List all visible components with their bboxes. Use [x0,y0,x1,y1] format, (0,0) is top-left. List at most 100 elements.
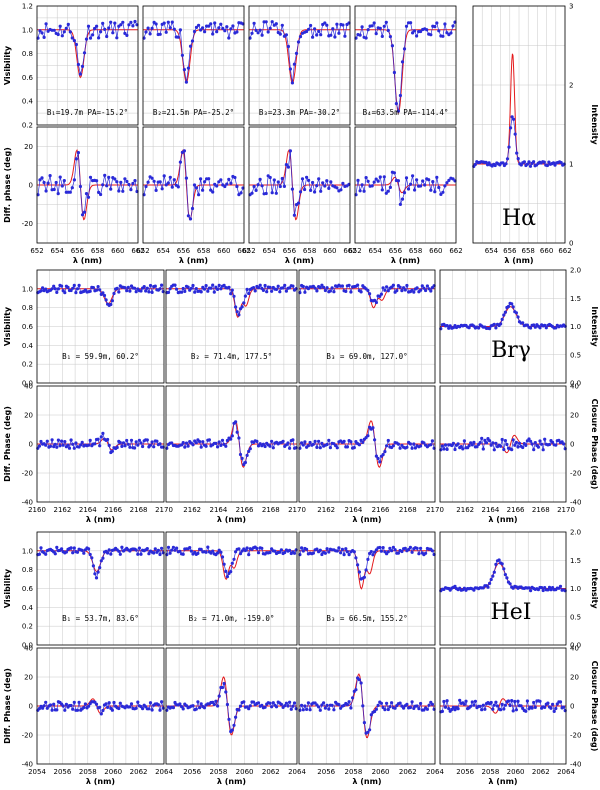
data-point [451,177,455,181]
data-point [421,179,425,183]
intensity-y-label: Intensity [590,568,599,609]
data-point [334,444,338,448]
closure-y-tick: 20 [570,412,579,420]
x-axis-label: λ (nm) [217,777,246,786]
line-label: HeI [491,600,532,625]
data-point [191,704,195,708]
phase-panel [36,647,165,765]
data-point [536,445,541,449]
data-point [112,700,116,705]
x-tick-label: 2060 [372,768,390,776]
x-tick-label: 2164 [481,506,499,514]
data-point [470,700,474,704]
data-point [133,179,137,183]
data-point [136,700,140,704]
x-tick-label: 2060 [104,768,122,776]
data-point [345,703,349,707]
data-point [147,290,151,294]
data-point [400,289,404,293]
data-point [215,184,219,188]
data-point [234,715,238,719]
data-point [491,707,495,711]
data-point [62,30,66,34]
data-point [235,30,239,34]
data-point [82,705,86,710]
data-point [447,326,451,330]
data-point [74,291,78,295]
data-point [64,702,68,707]
data-point [412,442,416,446]
data-point [58,175,62,179]
data-point [286,44,290,49]
data-point [99,192,103,197]
x-tick-label: 2166 [236,506,254,514]
panel-frame [248,126,351,244]
data-point [186,285,190,289]
data-point [69,438,73,442]
data-point [317,177,321,181]
data-point [415,546,419,550]
baseline-label: B₁=19.7m PA=-15.2° [47,108,128,117]
data-point [181,707,185,711]
data-point [286,165,290,169]
data-point [258,177,262,181]
data-point [445,181,449,185]
data-point [410,446,414,450]
x-tick-label: 652 [348,247,361,255]
data-point [223,184,227,189]
data-point [366,28,370,32]
data-point [529,326,533,330]
data-point [300,546,304,550]
data-point [91,286,95,290]
data-point [198,440,202,444]
data-point [211,190,215,194]
data-point [178,549,182,553]
data-point [419,701,423,706]
data-point [150,708,154,712]
data-point [52,445,56,449]
data-point [442,699,446,704]
x-tick-label: 2064 [288,768,306,776]
data-point [305,707,309,712]
data-point [378,545,382,550]
data-point [547,585,552,590]
data-point [255,546,259,551]
data-point [303,704,307,708]
x-axis-label: λ (nm) [488,777,517,786]
data-point [199,290,203,294]
data-point [309,23,313,28]
x-tick-label: 658 [409,247,422,255]
data-point [388,546,392,550]
data-point [502,313,506,317]
data-point [252,286,256,290]
data-point [447,707,451,711]
data-point [515,151,519,155]
data-point [46,181,50,185]
data-point [118,701,122,705]
data-point [543,323,547,327]
data-point [188,546,192,550]
x-tick-label: 2056 [456,768,474,776]
data-point [443,443,448,447]
data-point [542,160,546,164]
phase-y-tick: -40 [22,761,33,769]
data-point [247,449,251,453]
data-point [211,283,215,287]
data-point [129,702,134,706]
data-point [214,441,218,445]
data-point [470,443,474,447]
data-point [209,22,213,26]
data-point [313,27,317,31]
data-point [510,448,514,452]
data-point [190,206,195,211]
data-point [514,440,519,445]
data-point [170,441,174,445]
vis-y-tick: 1.0 [22,547,33,555]
data-point [441,34,445,38]
data-point [328,446,332,450]
data-point [409,21,413,25]
data-point [400,60,405,64]
intensity-y-tick: 2.0 [570,267,581,275]
panel-frame [165,531,298,646]
data-point [341,23,345,27]
